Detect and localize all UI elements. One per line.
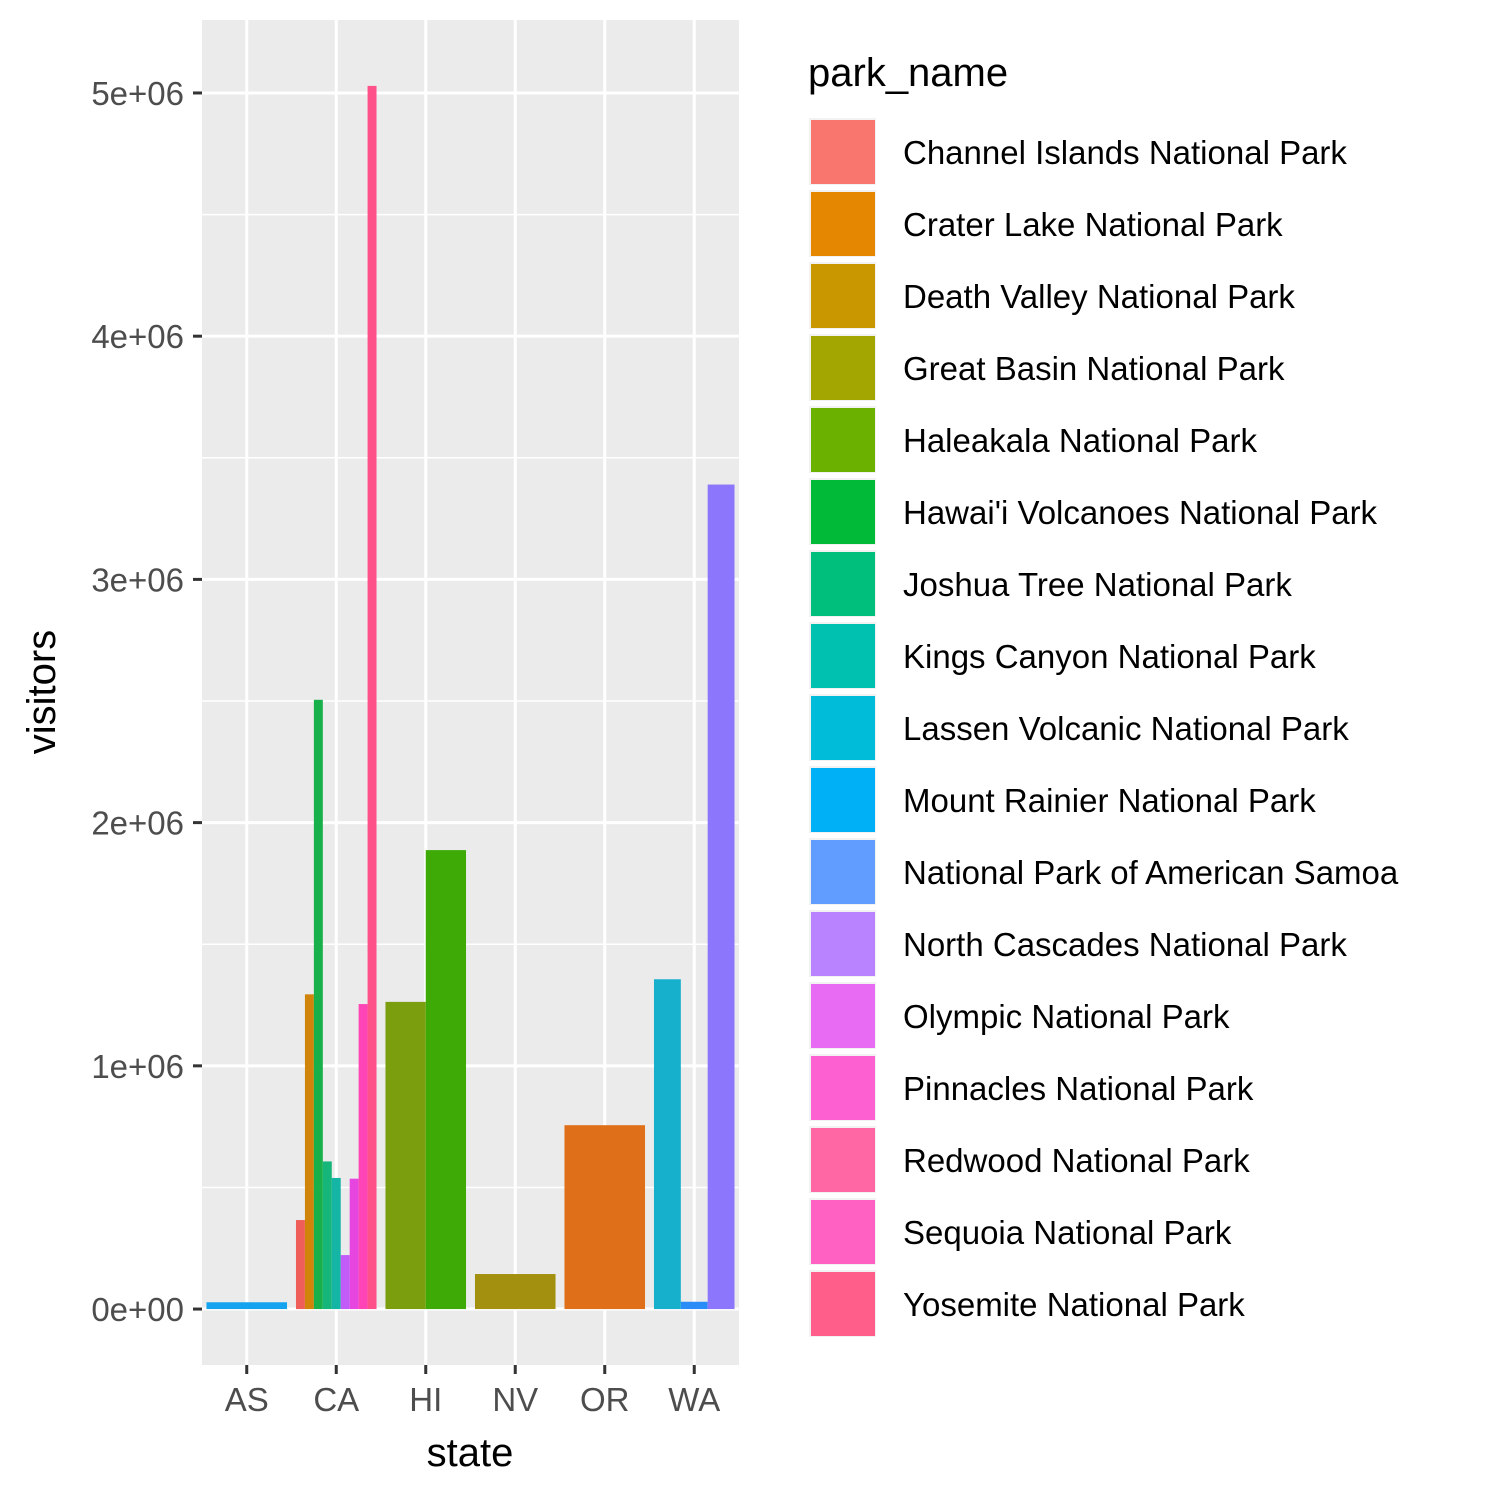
bar <box>295 1220 305 1310</box>
minor-grid <box>202 213 739 1189</box>
legend-swatch <box>811 336 875 400</box>
bar <box>358 1004 368 1310</box>
bar <box>349 1178 359 1310</box>
legend-swatch <box>811 552 875 616</box>
legend-label: Yosemite National Park <box>903 1286 1245 1323</box>
legend-swatch <box>811 480 875 544</box>
y-tick-label: 2e+06 <box>91 805 184 842</box>
bar <box>340 1255 350 1310</box>
legend-label: Kings Canyon National Park <box>903 638 1316 675</box>
bar <box>367 85 377 1310</box>
legend-label: Channel Islands National Park <box>903 134 1347 171</box>
legend-label: National Park of American Samoa <box>903 854 1399 891</box>
legend-swatch <box>811 1128 875 1192</box>
legend-title: park_name <box>808 51 1008 95</box>
y-tick-label: 0e+00 <box>91 1291 184 1328</box>
y-axis-title: visitors <box>20 630 64 754</box>
bar-layer <box>206 85 735 1310</box>
legend-swatch <box>811 1272 875 1336</box>
y-tick-label: 4e+06 <box>91 318 184 355</box>
y-axis: 0e+00 1e+06 2e+06 3e+06 4e+06 5e+06 <box>91 75 202 1328</box>
legend-label: Lassen Volcanic National Park <box>903 710 1349 747</box>
legend-label: North Cascades National Park <box>903 926 1347 963</box>
legend-label: Olympic National Park <box>903 998 1230 1035</box>
legend-label: Death Valley National Park <box>903 278 1295 315</box>
legend-swatch <box>811 984 875 1048</box>
legend-swatch <box>811 120 875 184</box>
bar <box>707 484 735 1310</box>
bar <box>304 994 314 1310</box>
major-grid <box>202 20 739 1365</box>
legend: park_name Channel Islands National Park C… <box>808 51 1399 1337</box>
legend-label: Sequoia National Park <box>903 1214 1232 1251</box>
legend-swatch <box>811 768 875 832</box>
legend-label: Haleakala National Park <box>903 422 1258 459</box>
bar <box>206 1302 288 1310</box>
x-tick-label: WA <box>668 1381 720 1418</box>
x-axis-title: state <box>427 1431 514 1475</box>
legend-swatch <box>811 192 875 256</box>
y-tick-label: 1e+06 <box>91 1048 184 1085</box>
x-axis: AS CA HI NV OR WA <box>225 1365 720 1418</box>
plot-panel <box>202 20 739 1365</box>
legend-label: Joshua Tree National Park <box>903 566 1292 603</box>
legend-swatch <box>811 1200 875 1264</box>
legend-swatch <box>811 1056 875 1120</box>
bar <box>425 850 467 1310</box>
x-tick-label: HI <box>409 1381 442 1418</box>
bar <box>474 1274 556 1310</box>
bar <box>331 1177 341 1310</box>
legend-label: Mount Rainier National Park <box>903 782 1316 819</box>
legend-swatch <box>811 840 875 904</box>
legend-label: Great Basin National Park <box>903 350 1285 387</box>
legend-label: Hawai'i Volcanoes National Park <box>903 494 1378 531</box>
legend-label: Redwood National Park <box>903 1142 1250 1179</box>
x-tick-label: NV <box>492 1381 538 1418</box>
legend-label: Crater Lake National Park <box>903 206 1283 243</box>
legend-label: Pinnacles National Park <box>903 1070 1254 1107</box>
bar <box>313 699 323 1310</box>
y-tick-label: 3e+06 <box>91 561 184 598</box>
legend-swatch <box>811 408 875 472</box>
legend-swatch <box>811 696 875 760</box>
bar <box>564 1125 646 1310</box>
y-tick-label: 5e+06 <box>91 75 184 112</box>
legend-swatch <box>811 912 875 976</box>
bar <box>322 1161 332 1310</box>
bar <box>653 979 681 1310</box>
x-tick-label: OR <box>580 1381 630 1418</box>
x-tick-label: CA <box>313 1381 359 1418</box>
x-tick-label: AS <box>225 1381 269 1418</box>
bar <box>680 1301 708 1310</box>
bar <box>385 1001 426 1310</box>
legend-swatch <box>811 624 875 688</box>
legend-swatch <box>811 264 875 328</box>
